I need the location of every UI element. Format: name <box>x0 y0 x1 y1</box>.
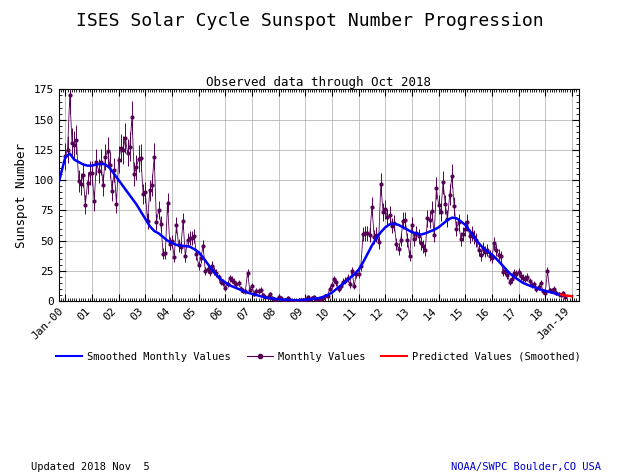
Y-axis label: Sunspot Number: Sunspot Number <box>15 143 28 248</box>
Text: NOAA/SWPC Boulder,CO USA: NOAA/SWPC Boulder,CO USA <box>451 462 601 472</box>
Text: ISES Solar Cycle Sunspot Number Progression: ISES Solar Cycle Sunspot Number Progress… <box>76 12 544 30</box>
Legend: Smoothed Monthly Values, Monthly Values, Predicted Values (Smoothed): Smoothed Monthly Values, Monthly Values,… <box>52 347 585 366</box>
Title: Observed data through Oct 2018: Observed data through Oct 2018 <box>206 76 431 90</box>
Text: Updated 2018 Nov  5: Updated 2018 Nov 5 <box>31 462 150 472</box>
